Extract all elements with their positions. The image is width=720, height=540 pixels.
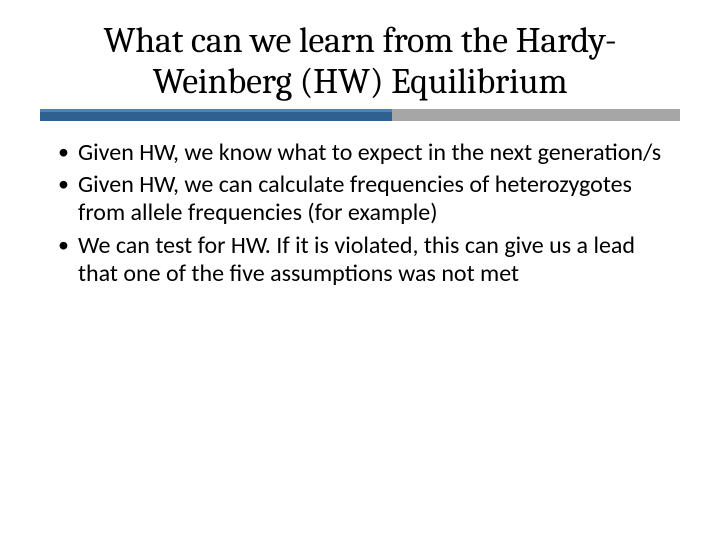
slide-title: What can we learn from the Hardy-Weinber… <box>40 20 680 103</box>
divider-gray <box>392 109 680 121</box>
bullet-list: Given HW, we know what to expect in the … <box>40 139 680 289</box>
divider <box>40 109 680 121</box>
list-item: Given HW, we can calculate frequencies o… <box>58 171 680 228</box>
list-item: Given HW, we know what to expect in the … <box>58 139 680 167</box>
list-item: We can test for HW. If it is violated, t… <box>58 232 680 289</box>
slide-container: What can we learn from the Hardy-Weinber… <box>0 0 720 540</box>
divider-teal <box>40 109 392 121</box>
